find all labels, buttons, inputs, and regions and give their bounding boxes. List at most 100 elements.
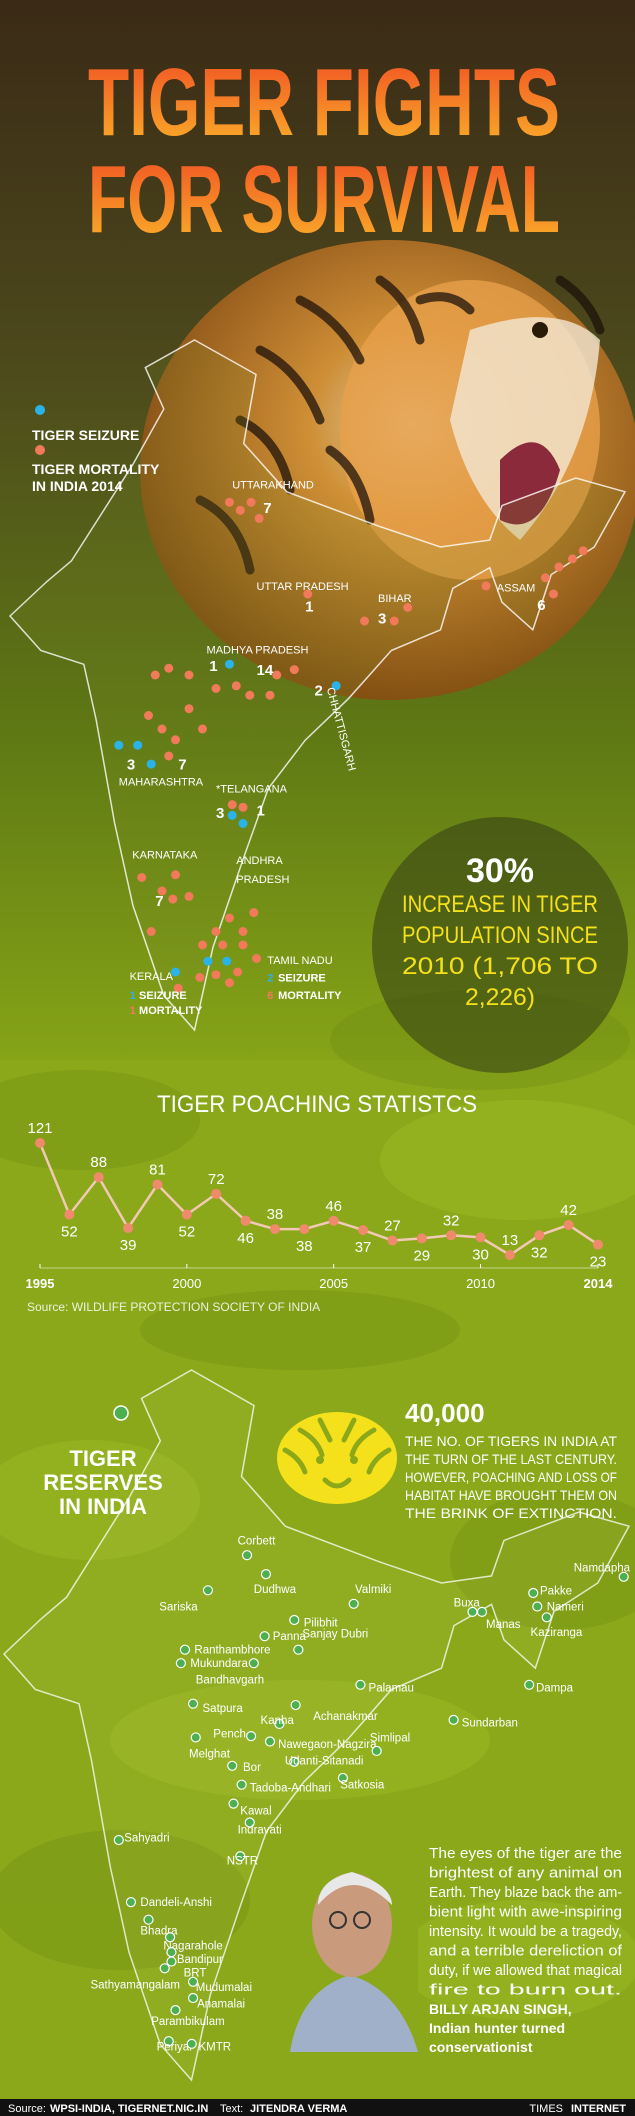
reserve-dot xyxy=(159,1963,170,1974)
reserve-dot xyxy=(166,1956,177,1967)
mortality-dot xyxy=(360,616,369,626)
quote-text: duty, if we allowed that magical xyxy=(429,1963,622,1979)
data-label: 32 xyxy=(443,1212,460,1229)
mortality-dot xyxy=(403,603,413,612)
mortality-dot xyxy=(211,684,221,693)
camo-pattern xyxy=(0,990,635,2020)
data-label: 52 xyxy=(178,1224,195,1241)
india-map-outline xyxy=(8,339,627,1032)
footer-text: WPSI-INDIA, TIGERNET.NIC.IN xyxy=(50,2103,208,2115)
state-label: *TELANGANA xyxy=(216,783,288,795)
reserve-label: Dudhwa xyxy=(254,1584,297,1596)
mortality-dot xyxy=(567,554,577,564)
reserve-dot xyxy=(274,1718,285,1730)
seizure-dot xyxy=(225,659,234,669)
mortality-dot xyxy=(157,724,167,734)
mortality-dot xyxy=(225,913,234,923)
mortality-dot xyxy=(211,970,221,980)
reserves-description: THE TURN OF THE LAST CENTURY. xyxy=(405,1451,617,1467)
stat-text: POPULATION SINCE xyxy=(402,922,598,949)
reserve-label: Buxa xyxy=(454,1597,481,1609)
mortality-dot xyxy=(157,886,167,896)
mortality-dot xyxy=(549,589,558,599)
reserve-dot xyxy=(532,1601,543,1612)
reserve-label: Satpura xyxy=(203,1703,244,1715)
reserves-title: TIGER xyxy=(69,1446,136,1471)
seizure-dot xyxy=(133,740,143,750)
data-point xyxy=(593,1239,603,1250)
state-label: KARNATAKA xyxy=(132,850,198,862)
data-label: 13 xyxy=(502,1232,519,1249)
reserve-label: Satkosia xyxy=(340,1780,385,1792)
quote-text: and a terrible dereliction of xyxy=(429,1944,623,1960)
mortality-dot xyxy=(225,497,234,507)
mortality-dot xyxy=(171,735,180,745)
seizure-dot xyxy=(146,759,156,769)
reserve-dot xyxy=(187,1698,199,1709)
reserve-label: BRT xyxy=(184,1967,207,1979)
state-label: MAHARASHTRA xyxy=(119,777,204,789)
x-tick-label: 2014 xyxy=(584,1276,614,1291)
reserve-dot xyxy=(241,1550,253,1561)
quote-role: conservationist xyxy=(429,2039,533,2055)
mortality-dot xyxy=(481,581,491,591)
mortality-dot xyxy=(144,711,153,720)
data-point xyxy=(181,1209,192,1220)
mortality-dot xyxy=(231,681,241,691)
title: FOR SURVIVAL xyxy=(88,146,560,253)
data-label: 38 xyxy=(267,1206,284,1223)
reserve-label: Periyar xyxy=(157,2042,194,2054)
data-label: 42 xyxy=(560,1202,577,1219)
x-tick-label: 2010 xyxy=(466,1276,495,1291)
reserve-dot xyxy=(289,1756,300,1767)
reserve-dot xyxy=(179,1644,191,1655)
state-label: UTTAR PRADESH xyxy=(257,581,349,593)
stat-text: 2,226) xyxy=(465,984,535,1011)
state-label: PRADESH xyxy=(236,874,289,886)
reserve-label: Bandhavgarh xyxy=(196,1674,264,1686)
data-point xyxy=(35,1138,45,1148)
reserve-label: Dandeli-Anshi xyxy=(140,1897,212,1909)
data-label: 46 xyxy=(237,1230,254,1247)
reserve-label: Nagarahole xyxy=(163,1940,222,1952)
reserve-label: Nameri xyxy=(547,1602,584,1614)
reserve-dot xyxy=(476,1606,488,1618)
mortality-dot xyxy=(195,972,205,982)
mortality-dot xyxy=(249,908,259,918)
data-point xyxy=(123,1223,134,1234)
mortality-dot xyxy=(252,954,261,963)
reserves-description: HOWEVER, POACHING AND LOSS OF xyxy=(405,1469,617,1485)
seizure-dot xyxy=(227,810,237,820)
legend-label: TIGER MORTALITY xyxy=(32,461,160,477)
x-tick-label: 1995 xyxy=(26,1276,55,1291)
data-point xyxy=(475,1232,486,1243)
x-tick-label: 2000 xyxy=(172,1276,201,1291)
reserve-label: Melghat xyxy=(189,1749,231,1761)
state-label: MADHYA PRADESH xyxy=(207,644,309,656)
data-label: 23 xyxy=(590,1254,607,1271)
reserve-label: Sanjay Dubri xyxy=(302,1629,368,1641)
reserve-label: Ranthambhore xyxy=(194,1645,270,1657)
reserve-dot xyxy=(236,1779,247,1790)
mortality-count: 7 xyxy=(155,893,163,910)
reserve-dot xyxy=(618,1571,629,1582)
title: TIGER FIGHTS xyxy=(88,49,560,156)
reserve-label: Panna xyxy=(273,1631,307,1643)
reserve-label: Anamalai xyxy=(197,1998,245,2010)
reserve-dot xyxy=(246,1730,257,1742)
reserve-label: NSTR xyxy=(227,1855,258,1867)
seizure-text: SEIZURE xyxy=(139,990,187,1002)
data-point xyxy=(64,1209,75,1220)
reserve-dot xyxy=(260,1568,272,1580)
stat-text: INCREASE IN TIGER xyxy=(402,891,598,918)
legend-label: IN INDIA 2014 xyxy=(32,478,123,494)
seizure-dot xyxy=(171,967,180,977)
reserve-dot xyxy=(248,1658,259,1669)
reserve-label: Pakke xyxy=(540,1585,572,1597)
reserve-label: Pilibhit xyxy=(304,1618,339,1630)
data-label: 29 xyxy=(413,1247,430,1264)
mortality-count: 6 xyxy=(537,597,545,614)
reserve-dot xyxy=(355,1679,366,1690)
data-point xyxy=(269,1224,280,1235)
mortality-count: 7 xyxy=(178,757,186,774)
